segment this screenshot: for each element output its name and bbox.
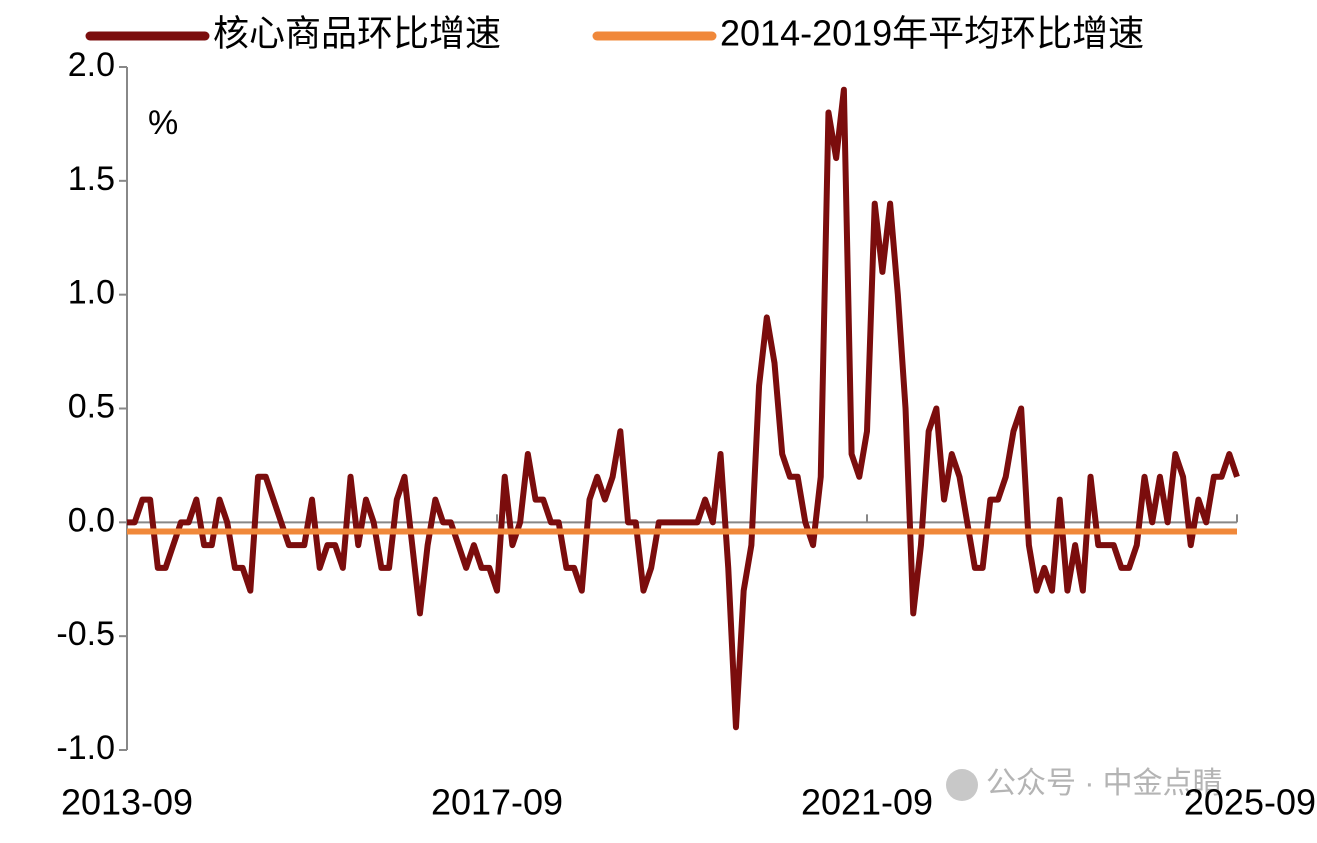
y-tick-label: 0.5 bbox=[68, 387, 115, 425]
y-tick-label: 2.0 bbox=[68, 46, 115, 84]
legend-label: 核心商品环比增速 bbox=[213, 13, 501, 54]
y-tick-label: 1.0 bbox=[68, 274, 115, 312]
y-axis-unit: % bbox=[148, 104, 178, 142]
x-tick-label: 2025-09 bbox=[1184, 782, 1316, 823]
watermark-text: 公众号 · 中金点睛 bbox=[986, 767, 1223, 800]
y-tick-label: 1.5 bbox=[68, 160, 115, 198]
series-line bbox=[127, 86, 1240, 731]
x-tick-label: 2013-09 bbox=[61, 782, 193, 823]
watermark-icon bbox=[946, 769, 978, 801]
y-tick-label: -0.5 bbox=[56, 615, 115, 653]
y-tick-label: 0.0 bbox=[68, 501, 115, 539]
watermark: 公众号 · 中金点睛 bbox=[946, 767, 1223, 801]
x-tick-label: 2021-09 bbox=[801, 782, 933, 823]
legend-item: 2014-2019年平均环比增速 bbox=[592, 13, 1144, 54]
x-tick-label: 2017-09 bbox=[431, 782, 563, 823]
legend-label: 2014-2019年平均环比增速 bbox=[720, 13, 1144, 54]
y-tick-label: -1.0 bbox=[56, 729, 115, 767]
legend-item: 核心商品环比增速 bbox=[85, 13, 501, 54]
